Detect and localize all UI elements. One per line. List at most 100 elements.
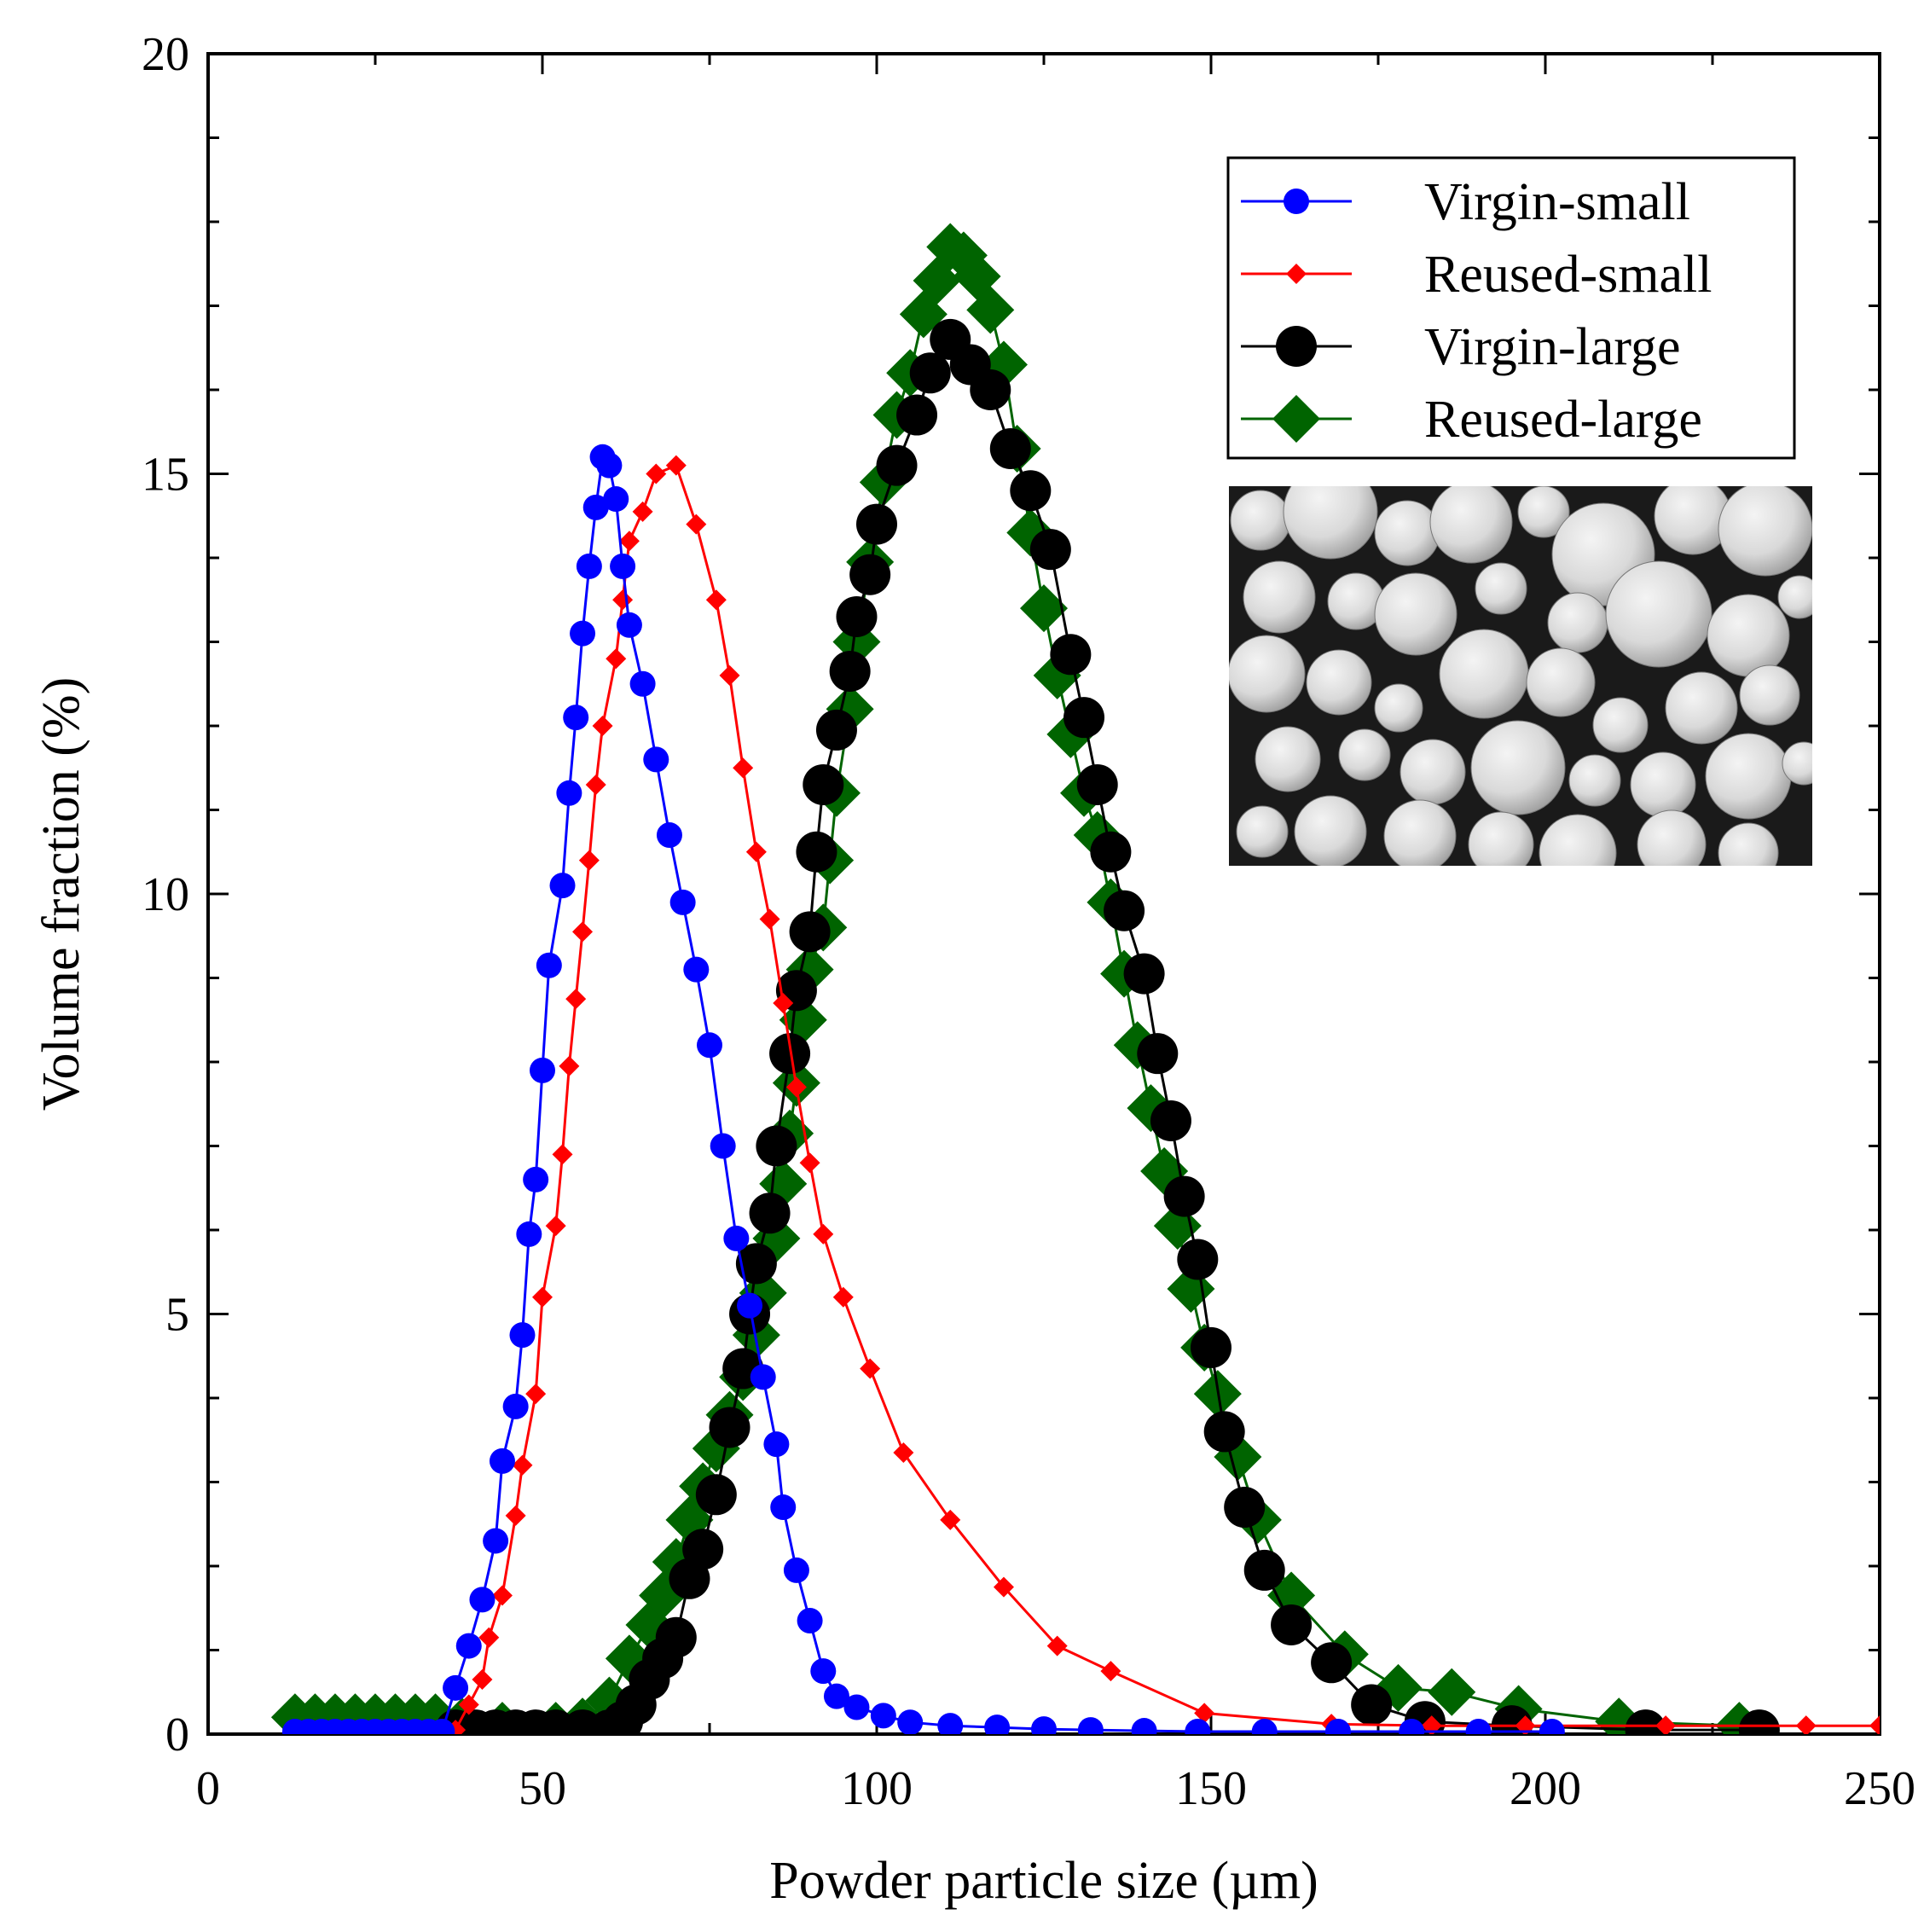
data-point-reused-small <box>799 1152 820 1174</box>
data-point-reused-small <box>552 1144 573 1165</box>
data-point-virgin-large <box>1076 763 1118 805</box>
legend-marker <box>1286 264 1307 284</box>
data-point-reused-small <box>505 1505 526 1526</box>
legend-entry-reused-small: Reused-small <box>1241 246 1712 304</box>
data-point-virgin-small <box>469 1587 495 1613</box>
data-point-reused-small <box>893 1442 914 1464</box>
powder-particle <box>1294 795 1367 866</box>
data-point-reused-small <box>1046 1635 1068 1656</box>
powder-particle <box>1705 733 1792 820</box>
data-point-virgin-small <box>783 1557 809 1583</box>
y-axis-title: Volume fraction (%) <box>32 677 90 1111</box>
data-point-virgin-small <box>1539 1719 1565 1734</box>
data-point-virgin-small <box>455 1633 482 1659</box>
sem-micrograph-inset <box>1229 486 1812 866</box>
powder-particle <box>1374 572 1457 656</box>
powder-particle <box>1517 486 1570 538</box>
data-point-virgin-large <box>682 1529 724 1570</box>
powder-particle <box>1637 809 1707 866</box>
data-point-reused-small <box>458 1694 479 1715</box>
legend-entry-reused-large: Reused-large <box>1241 391 1702 449</box>
data-point-virgin-small <box>937 1713 964 1734</box>
data-point-virgin-small <box>723 1225 750 1251</box>
data-point-reused-small <box>585 774 606 795</box>
y-tick-label: 10 <box>142 868 189 921</box>
data-point-reused-small <box>565 989 587 1010</box>
data-point-virgin-small <box>1324 1719 1351 1734</box>
data-point-virgin-large <box>1311 1642 1353 1684</box>
data-point-reused-small <box>618 531 640 552</box>
series-reused-small <box>445 455 1880 1734</box>
data-point-reused-small <box>512 1454 533 1476</box>
data-point-virgin-small <box>523 1166 549 1192</box>
data-point-virgin-large <box>655 1616 697 1658</box>
data-point-reused-small <box>733 757 754 779</box>
data-point-virgin-large <box>769 1033 811 1075</box>
data-point-virgin-large <box>749 1192 791 1234</box>
data-point-virgin-large <box>1351 1684 1393 1726</box>
data-point-virgin-small <box>737 1292 763 1319</box>
data-point-virgin-large <box>756 1125 797 1167</box>
data-point-virgin-small <box>750 1364 776 1390</box>
powder-particle <box>1782 741 1812 786</box>
data-point-virgin-small <box>429 1719 455 1734</box>
tick-labels: 0 50 100 150 200 250 0 5 10 15 20 <box>142 28 1915 1815</box>
data-point-virgin-small <box>669 889 696 915</box>
data-point-virgin-small <box>763 1431 790 1458</box>
data-point-virgin-small <box>530 1057 555 1083</box>
legend-entry-virgin-small: Virgin-small <box>1241 173 1690 231</box>
powder-particle <box>1739 664 1800 726</box>
data-point-virgin-large <box>796 831 837 873</box>
data-point-virgin-large <box>896 394 938 436</box>
data-point-virgin-small <box>603 486 629 513</box>
powder-particle <box>1374 500 1440 566</box>
data-point-virgin-large <box>1271 1604 1313 1645</box>
data-point-reused-small <box>1655 1715 1677 1734</box>
powder-particle <box>1777 575 1812 619</box>
data-point-virgin-large <box>856 503 897 545</box>
legend-marker <box>1284 189 1309 214</box>
powder-particle <box>1665 671 1738 745</box>
powder-particle <box>1229 635 1306 713</box>
series-virgin-large <box>435 318 1780 1734</box>
data-point-virgin-large <box>909 352 951 394</box>
data-point-reused-small <box>532 1286 553 1308</box>
data-point-reused-small <box>993 1576 1014 1598</box>
data-point-virgin-small <box>1031 1716 1057 1734</box>
data-point-virgin-large <box>1104 890 1145 931</box>
data-point-virgin-large <box>695 1474 737 1516</box>
data-point-reused-small <box>773 993 794 1014</box>
data-point-virgin-large <box>1123 953 1165 995</box>
data-point-virgin-small <box>483 1528 509 1554</box>
powder-particle <box>1547 592 1608 653</box>
legend-marker <box>1272 395 1320 443</box>
data-point-reused-small <box>1100 1661 1121 1682</box>
data-point-virgin-small <box>710 1133 736 1159</box>
data-point-virgin-large <box>709 1407 750 1448</box>
data-point-reused-small <box>860 1358 881 1379</box>
data-point-virgin-large <box>1625 1709 1666 1734</box>
data-point-reused-small <box>1795 1715 1817 1734</box>
powder-particle <box>1718 822 1779 866</box>
powder-particle <box>1654 486 1732 555</box>
y-tick-label: 5 <box>165 1289 189 1342</box>
data-point-virgin-small <box>656 822 682 849</box>
data-point-reused-small <box>632 501 653 522</box>
data-point-reused-small <box>1194 1703 1215 1724</box>
data-point-reused-small <box>545 1215 566 1237</box>
data-point-virgin-large <box>1163 1175 1205 1217</box>
powder-particle <box>1630 751 1696 818</box>
powder-particle <box>1718 486 1812 577</box>
powder-particle <box>1707 594 1790 677</box>
powder-particle <box>1400 739 1466 805</box>
data-point-reused-small <box>785 1076 807 1098</box>
data-point-virgin-small <box>616 612 642 638</box>
data-point-virgin-large <box>1150 1099 1191 1141</box>
powder-particle <box>1539 814 1617 866</box>
data-point-reused-large <box>1020 584 1068 633</box>
data-point-virgin-large <box>1203 1411 1245 1453</box>
x-tick-label: 0 <box>196 1762 220 1815</box>
data-point-reused-large <box>966 286 1015 334</box>
data-point-virgin-large <box>1738 1709 1780 1734</box>
